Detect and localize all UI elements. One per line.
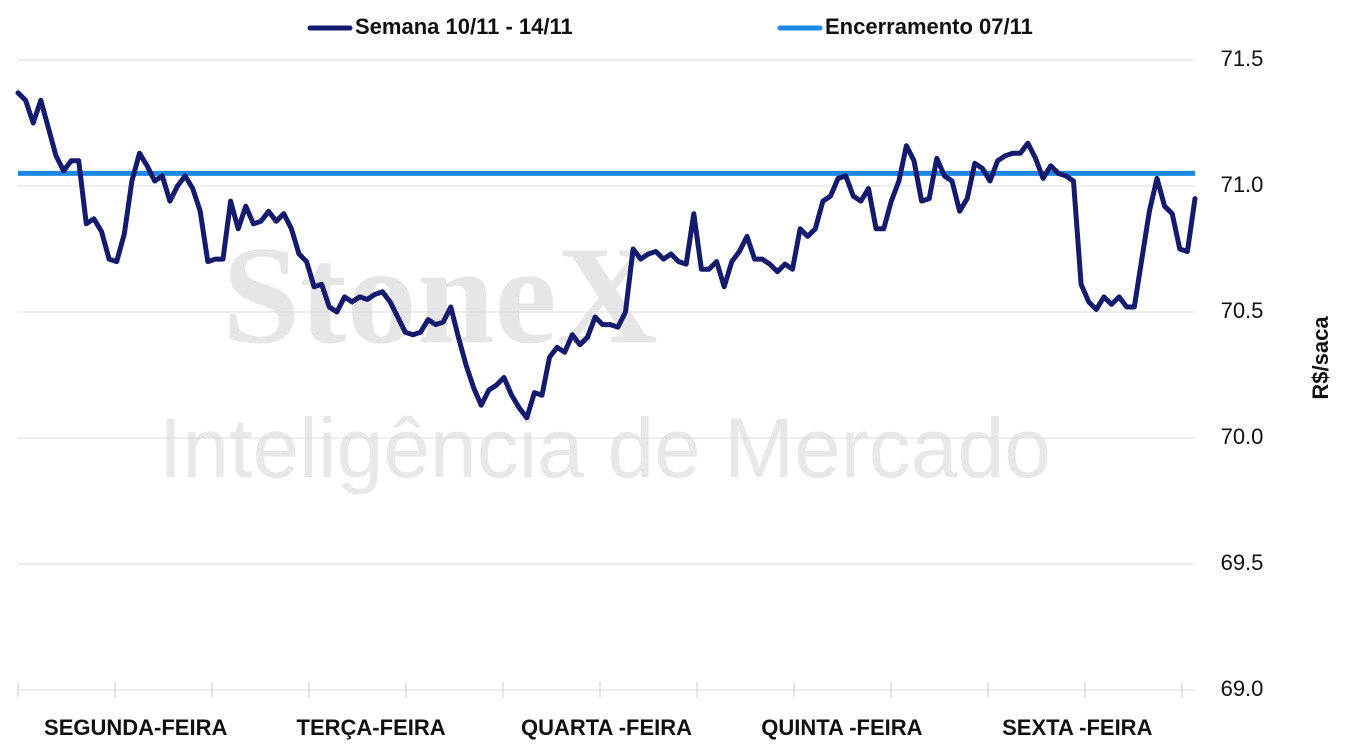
y-tick-label: 71.5 xyxy=(1221,46,1264,71)
x-tick-label: QUARTA -FEIRA xyxy=(521,715,692,740)
y-tick-label: 69.5 xyxy=(1221,550,1264,575)
y-axis-label: R$/saca xyxy=(1308,316,1333,400)
x-tick-label: TERÇA-FEIRA xyxy=(297,715,446,740)
watermark-logo: StoneX xyxy=(222,218,658,373)
watermark-text: Inteligência de Mercado xyxy=(159,401,1051,495)
y-tick-label: 69.0 xyxy=(1221,676,1264,701)
x-tick-label: QUINTA -FEIRA xyxy=(761,715,922,740)
legend-label: Encerramento 07/11 xyxy=(825,14,1033,39)
x-tick-label: SEGUNDA-FEIRA xyxy=(44,715,227,740)
y-tick-label: 70.0 xyxy=(1221,424,1264,449)
legend-label: Semana 10/11 - 14/11 xyxy=(355,14,573,39)
y-tick-label: 70.5 xyxy=(1221,298,1264,323)
y-tick-label: 71.0 xyxy=(1221,172,1264,197)
x-tick-label: SEXTA -FEIRA xyxy=(1002,715,1152,740)
series-line xyxy=(15,90,1198,421)
